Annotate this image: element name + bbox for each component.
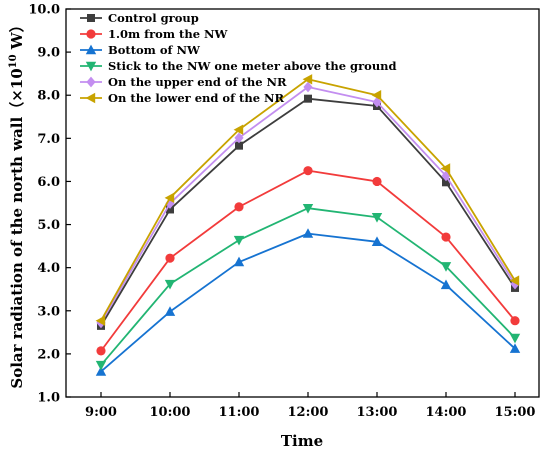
legend-marker [85, 92, 96, 104]
legend-label: On the lower end of the NR [108, 91, 285, 105]
y-tick-label: 9.0 [37, 46, 60, 61]
plot-frame [65, 8, 540, 398]
series-line [100, 169, 516, 352]
data-point [509, 343, 521, 353]
data-point [442, 178, 450, 187]
x-tick-label: 15:00 [495, 405, 536, 420]
data-point [302, 203, 314, 214]
data-point [166, 205, 174, 214]
legend-marker [85, 44, 97, 55]
series-line [100, 232, 516, 373]
legend-marker [87, 14, 95, 22]
data-point [371, 90, 382, 101]
x-tick-label: 11:00 [219, 405, 260, 420]
data-point [440, 163, 451, 174]
y-tick-label: 10.0 [28, 3, 60, 18]
data-point [96, 346, 106, 356]
legend-item: 1.0m from the NW [80, 27, 229, 41]
x-tick-label: 10:00 [150, 405, 191, 420]
y-axis: 1.0 2.0 3.0 4.0 5.0 6.0 7.0 8.0 9.0 10.0 [28, 3, 71, 406]
series-line [100, 78, 516, 322]
legend-label: Control group [108, 11, 199, 25]
data-point [303, 166, 313, 176]
data-point [371, 236, 383, 246]
y-tick-label: 4.0 [37, 261, 60, 276]
data-point [234, 202, 244, 212]
data-point [95, 315, 106, 326]
y-tick-label: 8.0 [37, 89, 60, 104]
data-point [302, 228, 314, 238]
y-tick-label: 1.0 [37, 391, 60, 406]
data-point [302, 74, 313, 85]
series-3 [95, 228, 521, 376]
legend-item: On the lower end of the NR [80, 91, 285, 105]
x-tick-label: 12:00 [288, 405, 329, 420]
y-tick-label: 6.0 [37, 175, 60, 190]
data-point [509, 333, 521, 344]
series-2 [96, 166, 520, 356]
data-point [441, 232, 451, 242]
legend-item: On the upper end of the NR [80, 75, 287, 89]
y-tick-label: 3.0 [37, 304, 60, 319]
x-tick-label: 13:00 [357, 405, 398, 420]
data-point [95, 360, 107, 371]
legend: Control group 1.0m from the NW Bottom of N… [80, 11, 397, 105]
data-point [235, 141, 243, 150]
data-point [233, 235, 245, 246]
legend-label: Bottom of NW [108, 43, 201, 57]
series-4 [95, 203, 521, 371]
legend-marker [86, 76, 96, 88]
data-point [371, 213, 383, 223]
data-point [303, 81, 313, 93]
data-point [440, 262, 452, 272]
x-axis: 9:00 10:00 11:00 12:00 13:00 14:00 15:00 [85, 392, 535, 420]
legend-marker [86, 29, 96, 39]
data-point [372, 96, 382, 108]
y-tick-label: 5.0 [37, 218, 60, 233]
data-point [372, 176, 382, 187]
data-point [165, 253, 175, 263]
y-tick-label: 2.0 [37, 347, 60, 362]
y-tick-label: 7.0 [37, 132, 60, 147]
data-point [510, 316, 520, 326]
data-point [164, 192, 175, 204]
series-layer [95, 74, 521, 376]
data-point [440, 279, 452, 290]
legend-label: 1.0m from the NW [108, 27, 229, 41]
x-tick-label: 14:00 [426, 405, 467, 420]
data-point [509, 275, 520, 286]
legend-label: Stick to the NW one meter above the grou… [108, 59, 397, 73]
legend-label: On the upper end of the NR [108, 75, 287, 89]
legend-item: Control group [80, 11, 199, 25]
data-point [164, 306, 176, 316]
data-point [95, 366, 107, 376]
data-point [304, 94, 312, 103]
x-tick-label: 9:00 [85, 405, 117, 420]
data-point [233, 256, 245, 267]
y-axis-title-exponent: 10 [8, 54, 19, 68]
data-point [234, 132, 244, 144]
x-axis-title: Time [281, 432, 323, 450]
y-axis-title-main: Solar radiation of the north wall（×10 [8, 68, 26, 388]
legend-item: Stick to the NW one meter above the grou… [80, 59, 397, 73]
data-point [164, 279, 176, 290]
y-axis-title: Solar radiation of the north wall（×1010 … [8, 17, 26, 388]
y-axis-title-unit: W） [8, 17, 26, 54]
legend-item: Bottom of NW [80, 43, 201, 57]
data-point [233, 124, 244, 135]
legend-marker [85, 61, 97, 72]
series-6 [95, 74, 520, 326]
